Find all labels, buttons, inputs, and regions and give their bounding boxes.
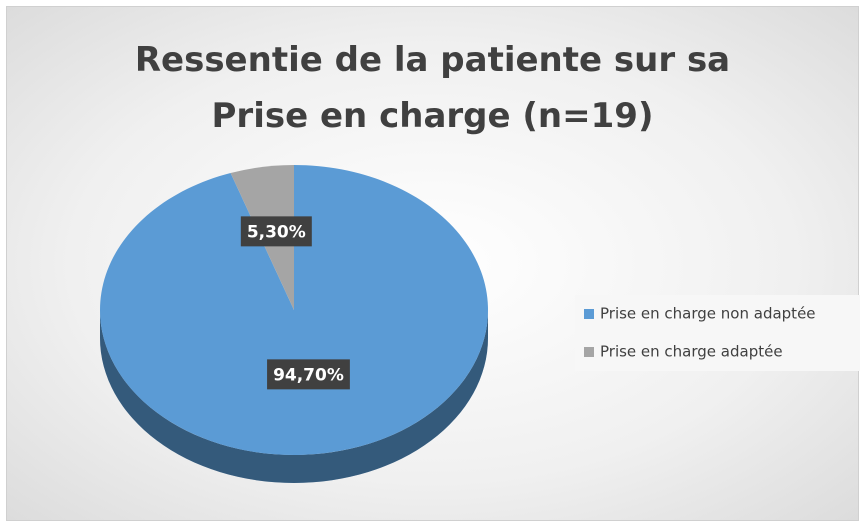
data-label-box bbox=[240, 216, 312, 247]
legend-swatch bbox=[584, 347, 594, 357]
data-label-box bbox=[267, 359, 350, 390]
legend-swatch bbox=[584, 309, 594, 319]
slice bbox=[99, 165, 488, 455]
legend-label: Prise en charge non adaptée bbox=[600, 305, 816, 323]
legend-label: Prise en charge adaptée bbox=[600, 343, 783, 361]
chart-title: Ressentie de la patiente sur sa Prise en… bbox=[134, 40, 731, 136]
legend-box bbox=[575, 295, 860, 371]
slice-side bbox=[100, 310, 488, 483]
slice-side-shade bbox=[100, 310, 488, 483]
data-label: 94,70% bbox=[273, 365, 344, 385]
data-label: 5,30% bbox=[247, 222, 306, 242]
